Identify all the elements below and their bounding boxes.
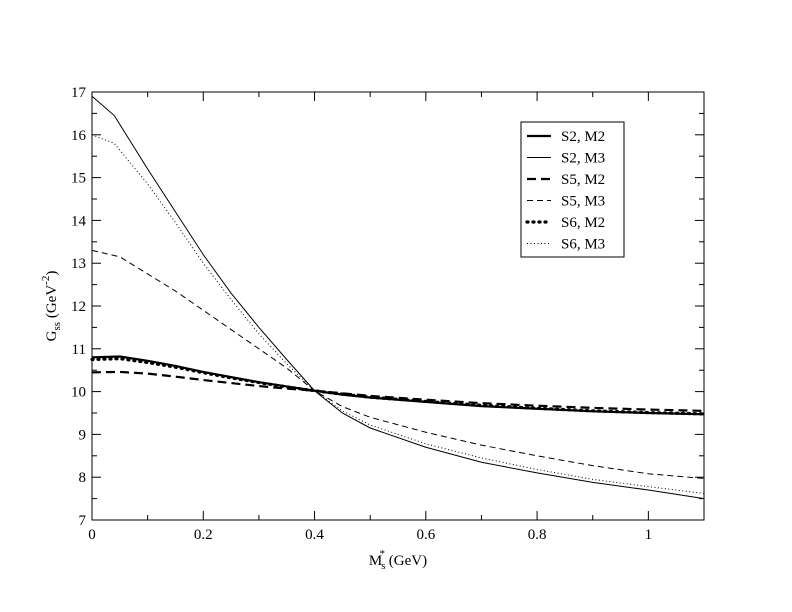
x-axis-label-rest: (GeV)	[385, 553, 427, 569]
x-tick-label: 0.8	[528, 527, 547, 543]
legend: S2, M2 S2, M3 S5, M2 S5, M3 S6, M2 S6, M3	[520, 121, 625, 258]
x-tick-label: 0.2	[194, 527, 213, 543]
y-axis-label-sub: ss	[51, 322, 63, 331]
plot-lines	[90, 95, 706, 500]
y-axis-label-sup: -2	[40, 276, 52, 285]
x-axis-label: Ms* (GeV)	[369, 548, 427, 572]
y-axis-label: Gss (GeV-2)	[40, 271, 63, 342]
x-tick-label: 0.4	[305, 527, 324, 543]
legend-box	[520, 121, 625, 258]
y-axis-label-rest1: (GeV	[44, 285, 60, 322]
y-axis-label-main: G	[44, 330, 60, 341]
x-tick-label: 0	[88, 527, 96, 543]
legend-label-3: S5, M2	[561, 172, 605, 188]
legend-label-5: S6, M2	[561, 215, 605, 231]
x-tick-label: 1	[645, 527, 653, 543]
y-tick-label: 9	[79, 427, 87, 443]
legend-label-6: S6, M3	[561, 237, 605, 253]
y-tick-label: 8	[79, 470, 87, 486]
y-tick-label: 15	[71, 171, 86, 187]
x-axis-label-sub: s	[381, 560, 385, 572]
series-line-5	[90, 357, 706, 416]
series-line-3	[91, 370, 705, 412]
series-line-4	[91, 249, 705, 479]
x-tick-label: 0.6	[416, 527, 435, 543]
y-axis-label-rest2: )	[44, 271, 60, 276]
y-tick-label: 17	[71, 85, 87, 101]
x-axis-label-main: M	[369, 553, 382, 569]
legend-label-4: S5, M3	[561, 194, 605, 210]
y-tick-label: 11	[72, 342, 86, 358]
y-tick-label: 13	[71, 256, 86, 272]
y-tick-label: 16	[71, 128, 87, 144]
x-axis-label-sup: *	[380, 548, 386, 560]
y-tick-label: 10	[71, 385, 86, 401]
y-tick-label: 14	[71, 213, 87, 229]
y-tick-label: 7	[79, 513, 87, 529]
legend-label-1: S2, M2	[561, 129, 605, 145]
y-tick-label: 12	[71, 299, 86, 315]
legend-label-2: S2, M3	[561, 151, 605, 167]
